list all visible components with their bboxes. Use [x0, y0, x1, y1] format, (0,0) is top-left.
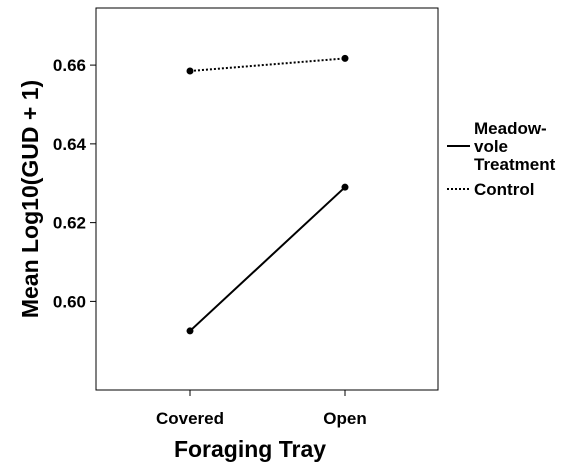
series-0 [186, 183, 349, 335]
series-line [189, 57, 346, 73]
legend-label: Meadow- [474, 119, 547, 138]
x-axis-label: Foraging Tray [174, 436, 326, 462]
data-point [186, 67, 194, 75]
x-tick-label: Covered [156, 409, 224, 428]
x-tick-label: Open [323, 409, 366, 428]
series-line [189, 186, 346, 332]
y-axis: 0.60 0.62 0.64 0.66 [53, 56, 96, 311]
plot-area-frame [95, 7, 439, 391]
series-1 [186, 54, 349, 75]
y-tick-label: 0.66 [53, 56, 86, 75]
legend-label: Treatment [474, 155, 556, 174]
y-tick-label: 0.60 [53, 292, 86, 311]
data-point [341, 54, 349, 62]
y-axis-label: Mean Log10(GUD + 1) [17, 80, 43, 318]
series-layer [186, 54, 349, 335]
x-axis: Covered Open [156, 390, 367, 428]
legend-label: vole [474, 137, 508, 156]
legend-label: Control [474, 180, 534, 199]
y-tick-label: 0.64 [53, 135, 87, 154]
data-point [341, 183, 349, 191]
data-point [186, 327, 194, 335]
y-tick-label: 0.62 [53, 214, 86, 233]
